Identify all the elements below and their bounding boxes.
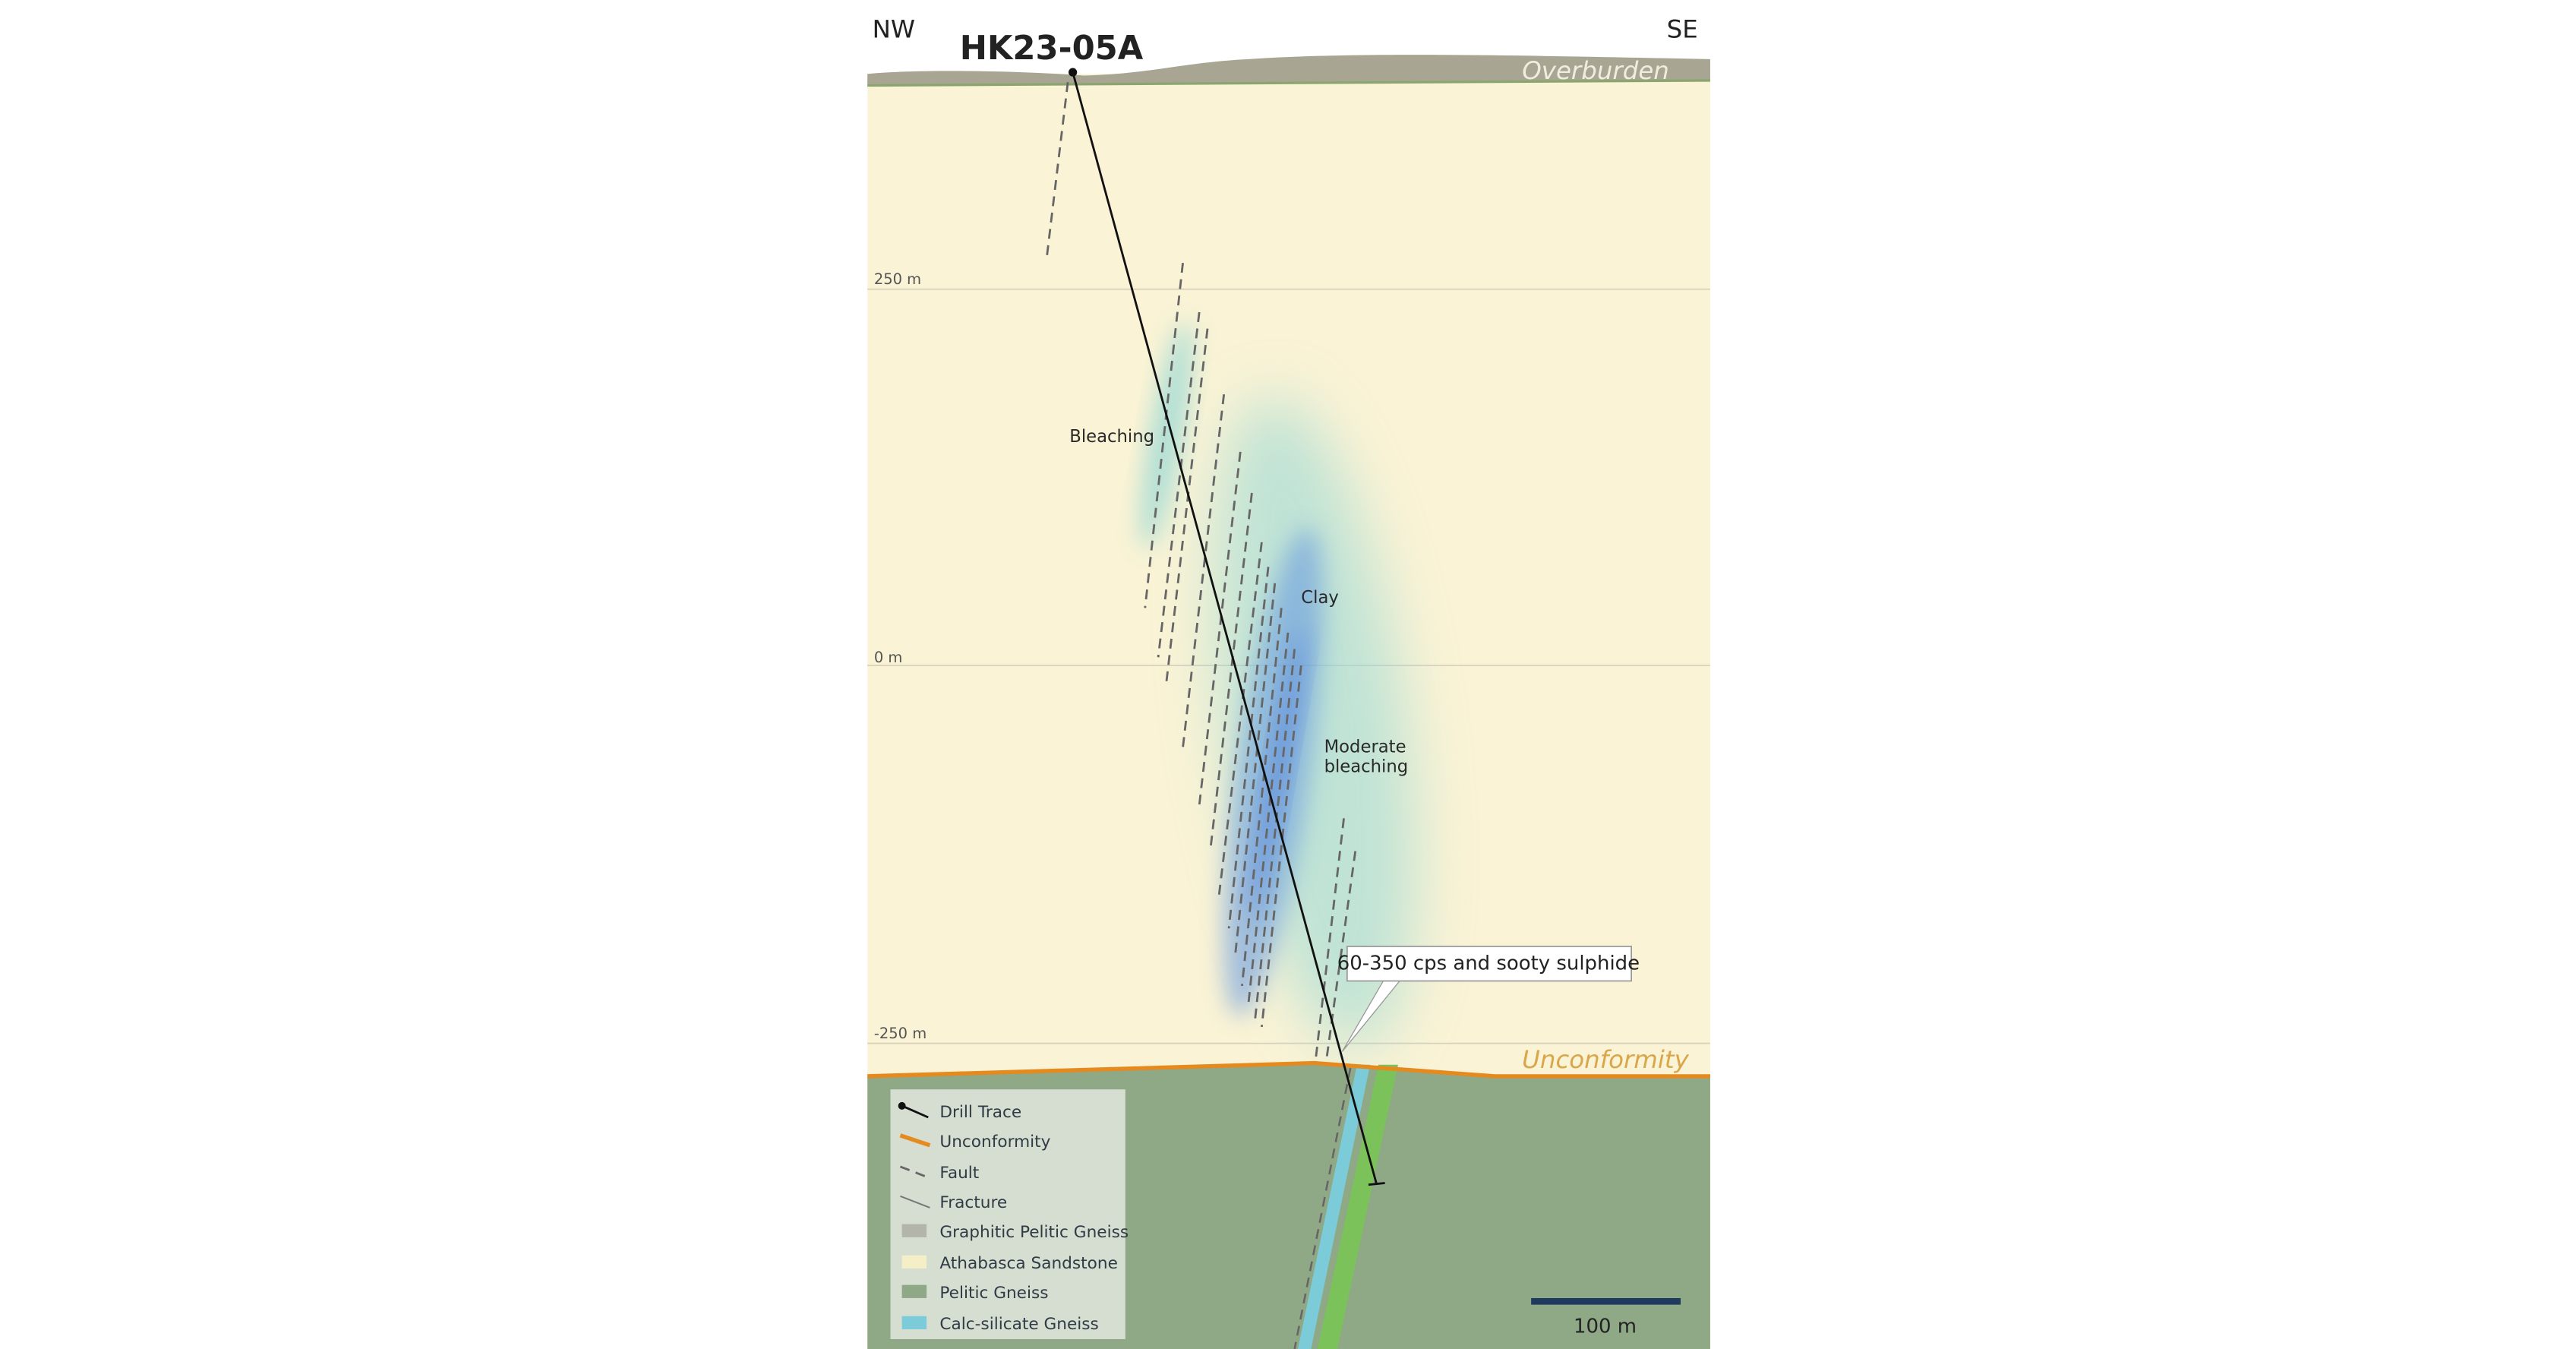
- scale-label: 100 m: [1574, 1315, 1637, 1338]
- legend-label: Unconformity: [939, 1133, 1050, 1152]
- alteration: [1141, 322, 1415, 1049]
- overburden-base: [867, 79, 1710, 87]
- drill-trace: [1072, 71, 1378, 1186]
- legend-symbol: [900, 1195, 930, 1208]
- legend-symbol: [898, 1101, 906, 1110]
- overburden: [867, 55, 1710, 86]
- legend-label: Pelitic Gneiss: [939, 1284, 1048, 1303]
- legend-label: Fracture: [939, 1193, 1007, 1212]
- annotation: Bleaching: [1069, 427, 1154, 447]
- legend-box: [890, 1089, 1125, 1340]
- direction-right: SE: [1667, 15, 1698, 44]
- legend: Drill Trace Unconformity Fault Fracture …: [890, 1089, 1129, 1340]
- unconformity-line: [867, 1060, 1710, 1079]
- legend-symbol: [901, 1224, 927, 1237]
- legend-symbol: [901, 1316, 927, 1330]
- legend-label: Fault: [939, 1164, 979, 1183]
- unconformity-label: Unconformity: [1522, 1045, 1689, 1074]
- callout-text: 60-350 cps and sooty sulphide: [1337, 952, 1640, 975]
- overburden-label: Overburden: [1522, 56, 1669, 85]
- annotation: Clay: [1301, 588, 1339, 608]
- hole-end: [1368, 1182, 1385, 1186]
- legend-symbol: [901, 1104, 929, 1119]
- legend-label: Athabasca Sandstone: [939, 1254, 1118, 1273]
- bleaching-halo: [1141, 322, 1192, 549]
- legend-label: Calc-silicate Gneiss: [939, 1315, 1098, 1334]
- elevation-label: 0 m: [874, 649, 903, 666]
- annotation: Moderate: [1324, 738, 1406, 757]
- collar: [1068, 68, 1078, 77]
- calc-silicate-gneiss: [1297, 1064, 1371, 1349]
- hole-id: HK23-05A: [960, 30, 1144, 68]
- callout-box: [1346, 946, 1632, 982]
- legend-label: Graphitic Pelitic Gneiss: [939, 1223, 1129, 1242]
- legend-label: Drill Trace: [939, 1103, 1021, 1122]
- legend-symbol: [901, 1255, 927, 1269]
- graphitic-band: [1317, 1064, 1398, 1349]
- direction-left: NW: [873, 15, 915, 44]
- faults: [1045, 81, 1357, 1077]
- elevation-label: 250 m: [874, 270, 921, 288]
- legend-symbol: [901, 1284, 927, 1298]
- legend-symbol: [899, 1133, 931, 1148]
- elevation-label: -250 m: [874, 1025, 927, 1042]
- basement-fault: [1293, 1067, 1352, 1349]
- annotation: bleaching: [1324, 757, 1409, 777]
- legend-symbol: [899, 1165, 930, 1180]
